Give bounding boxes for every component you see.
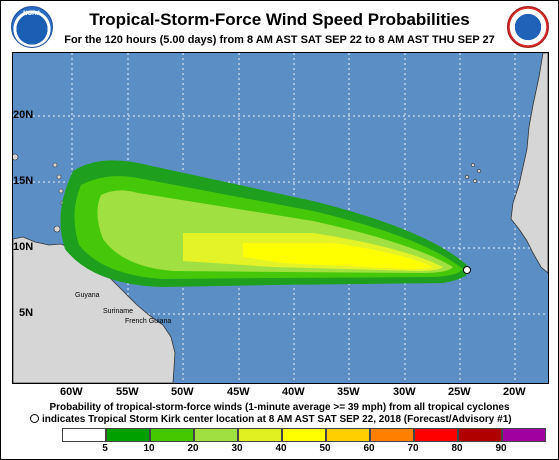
map-canvas: Guyana Suriname French Guiana bbox=[13, 53, 548, 383]
legend-swatch-label: 90 bbox=[495, 443, 507, 454]
legend-swatch bbox=[326, 428, 370, 442]
legend-swatch bbox=[150, 428, 194, 442]
legend-note-text: indicates Tropical Storm Kirk center loc… bbox=[42, 414, 512, 425]
lon-label-25w: 25W bbox=[448, 386, 471, 398]
legend-swatch-label: 5 bbox=[102, 443, 108, 454]
legend-swatch bbox=[282, 428, 326, 442]
legend-swatch-label: 60 bbox=[363, 443, 375, 454]
legend-title: Probability of tropical-storm-force wind… bbox=[49, 402, 510, 413]
lon-label-30w: 30W bbox=[393, 386, 416, 398]
cape-verde-islands bbox=[465, 163, 481, 183]
legend-swatch-label: 20 bbox=[187, 443, 199, 454]
south-america-land bbox=[13, 236, 176, 383]
lat-label-5n: 5N bbox=[19, 307, 34, 319]
map-title: Tropical-Storm-Force Wind Speed Probabil… bbox=[89, 10, 470, 29]
legend-swatch bbox=[238, 428, 282, 442]
lon-label-55w: 55W bbox=[116, 386, 139, 398]
lat-label-10n: 10N bbox=[13, 241, 34, 253]
legend-swatch-label: 40 bbox=[275, 443, 287, 454]
legend-note: indicates Tropical Storm Kirk center loc… bbox=[30, 414, 512, 425]
legend-swatch bbox=[106, 428, 150, 442]
place-label-guyana: Guyana bbox=[75, 292, 100, 299]
legend-swatch-label: 30 bbox=[231, 443, 243, 454]
lon-label-60w: 60W bbox=[60, 386, 83, 398]
storm-center-legend-icon bbox=[30, 414, 39, 423]
lat-label-20n: 20N bbox=[13, 109, 34, 121]
legend-swatch bbox=[414, 428, 458, 442]
probability-map: Guyana Suriname French Guiana bbox=[12, 52, 549, 384]
place-label-suriname: Suriname bbox=[103, 308, 133, 315]
legend-swatch bbox=[458, 428, 502, 442]
legend-swatch-label: 10 bbox=[143, 443, 155, 454]
lon-label-35w: 35W bbox=[337, 386, 360, 398]
storm-center-circle-icon bbox=[463, 266, 471, 274]
map-subtitle: For the 120 hours (5.00 days) from 8 AM … bbox=[64, 34, 495, 46]
nws-logo-icon bbox=[507, 6, 549, 48]
noaa-logo-icon: NOAA bbox=[11, 6, 53, 48]
probability-band-40-50 bbox=[243, 243, 433, 270]
place-label-french-guiana: French Guiana bbox=[125, 318, 171, 325]
lon-label-20w: 20W bbox=[503, 386, 526, 398]
legend-swatch bbox=[370, 428, 414, 442]
legend-swatch-label: 50 bbox=[319, 443, 331, 454]
lon-label-45w: 45W bbox=[227, 386, 250, 398]
legend-swatch bbox=[502, 428, 546, 442]
lat-label-15n: 15N bbox=[13, 175, 34, 187]
legend-swatch bbox=[194, 428, 238, 442]
lon-label-50w: 50W bbox=[171, 386, 194, 398]
legend-swatch bbox=[62, 428, 106, 442]
noaa-logo-text: NOAA bbox=[23, 11, 41, 17]
legend-swatch-label: 70 bbox=[407, 443, 419, 454]
legend-swatch-label: 80 bbox=[451, 443, 463, 454]
lon-label-40w: 40W bbox=[282, 386, 305, 398]
africa-land bbox=[510, 53, 548, 274]
